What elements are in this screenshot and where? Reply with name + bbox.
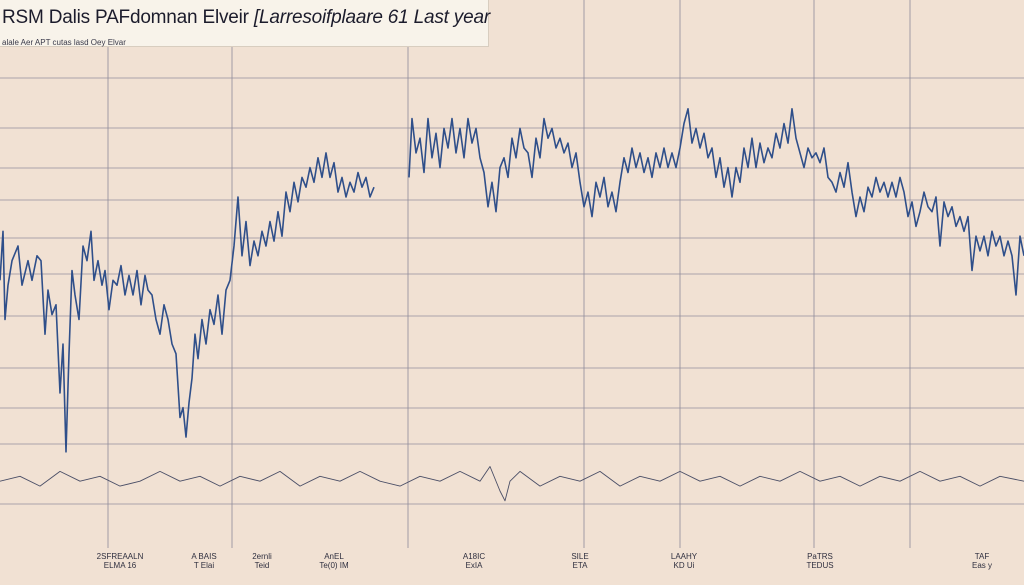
x-tick-label: PaTRS TEDUS	[806, 552, 834, 570]
title-box: RSM Dalis PAFdomnan Elveir [Larresoifpla…	[0, 0, 490, 47]
x-tick-label: SILE ETA	[571, 552, 589, 570]
x-tick-label: TAF Eas y	[971, 552, 992, 570]
chart-subtitle: alale Aer APT cutas lasd Oey Elvar	[2, 38, 126, 47]
chart-title: RSM Dalis PAFdomnan Elveir [Larresoifpla…	[2, 7, 490, 29]
x-tick-label: A18IC ExIA	[462, 552, 486, 570]
series-line-bottom	[0, 466, 1024, 502]
x-tick-label: LAAHY KD Ui	[670, 552, 698, 570]
x-tick-label: 2SFREAALN ELMA 16	[96, 552, 144, 570]
chart-title-part1: RSM Dalis PAFdomnan Elveir	[2, 7, 249, 28]
series-line-left	[0, 152, 375, 453]
x-tick-label: AnEL Te(0) IM	[319, 552, 349, 570]
series-line-right	[408, 108, 1024, 296]
x-tick-label: A BAIS T Elai	[191, 552, 217, 570]
chart-title-part2: [Larresoifplaare 61 Last year	[253, 7, 490, 28]
x-tick-label: 2ernli Teid	[252, 552, 272, 570]
